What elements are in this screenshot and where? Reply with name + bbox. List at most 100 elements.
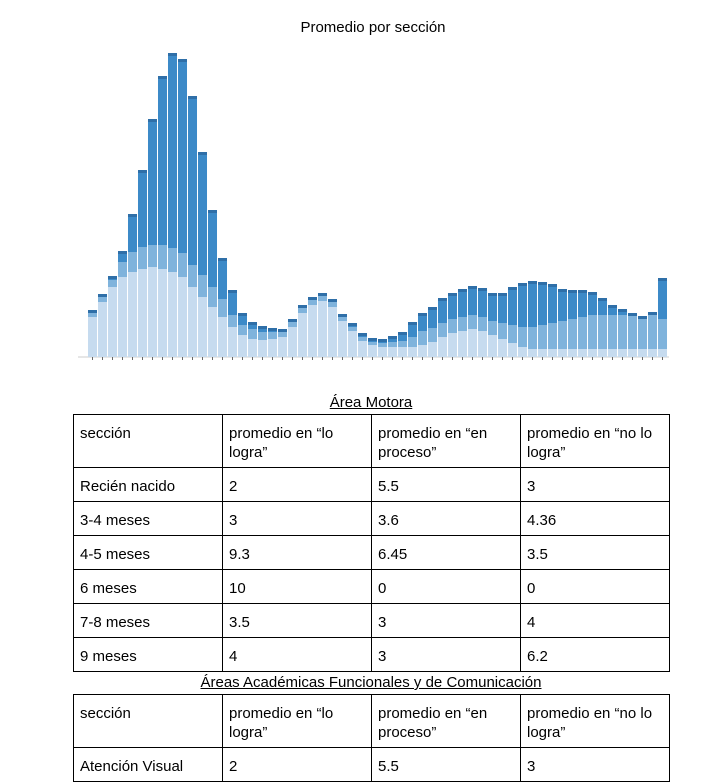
bar-segment <box>498 293 507 323</box>
bar-segment <box>558 289 567 321</box>
bar-segment <box>138 247 147 269</box>
table-cell: 7-8 meses <box>73 603 223 638</box>
bar-segment <box>488 335 497 357</box>
bar-segment <box>648 349 657 357</box>
bar-cap <box>308 297 317 300</box>
table-row: sección promedio en “lo logra” promedio en… <box>73 694 670 748</box>
bar-segment <box>638 319 647 349</box>
bar-segment <box>438 323 447 337</box>
bar-segment <box>598 315 607 349</box>
bar-segment <box>618 315 627 349</box>
bar-cap <box>268 328 277 331</box>
bar-cap <box>318 293 327 296</box>
bar-segment <box>408 347 417 357</box>
table-row: 7-8 meses 3.5 3 4 <box>73 603 670 638</box>
bar-segment <box>558 321 567 349</box>
bar-cap <box>638 316 647 319</box>
bar-cap <box>278 329 287 332</box>
bar-segment <box>548 349 557 357</box>
bar-segment <box>618 349 627 357</box>
bar-segment <box>228 290 237 315</box>
bar-segment <box>148 267 157 357</box>
table-cell: 3.5 <box>520 535 670 570</box>
bar-segment <box>268 339 277 357</box>
table-cell: 4 <box>222 637 372 672</box>
bar-segment <box>168 53 177 248</box>
bar-cap <box>518 283 527 286</box>
bar-cap <box>148 119 157 122</box>
bar-cap <box>578 290 587 293</box>
bar-segment <box>158 269 167 357</box>
bar-segment <box>198 152 207 275</box>
bar-segment <box>258 340 267 357</box>
bar-segment <box>128 272 137 357</box>
bar-segment <box>458 317 467 331</box>
bar-segment <box>568 319 577 349</box>
bar-segment <box>238 313 247 325</box>
bar-segment <box>478 331 487 357</box>
table-cell: 3 <box>520 467 670 502</box>
bar-cap <box>328 299 337 302</box>
bar-cap <box>208 210 217 213</box>
bar-cap <box>178 59 187 62</box>
bar-segment <box>318 296 327 301</box>
bar-cap <box>478 288 487 291</box>
bar-segment <box>458 331 467 357</box>
bar-segment <box>88 313 97 317</box>
bar-segment <box>498 323 507 339</box>
bar-segment <box>138 170 147 247</box>
bar-segment <box>188 287 197 357</box>
bar-segment <box>518 327 527 347</box>
table-cell: promedio en “en proceso” <box>371 694 521 748</box>
bar-segment <box>638 349 647 357</box>
bar-segment <box>368 342 377 345</box>
bar-segment <box>118 251 127 262</box>
bar-segment <box>188 265 197 287</box>
bar-segment <box>198 297 207 357</box>
bar-cap <box>418 313 427 316</box>
bar-segment <box>418 331 427 345</box>
table-cell: promedio en “no lo logra” <box>520 694 670 748</box>
bar-cap <box>508 287 517 290</box>
bar-segment <box>178 59 187 253</box>
bar-segment <box>378 347 387 357</box>
bar-segment <box>448 333 457 357</box>
bar-segment <box>148 119 157 245</box>
bar-cap <box>488 293 497 296</box>
bar-cap <box>378 339 387 342</box>
table-cell: 10 <box>222 569 372 604</box>
table-cell: 0 <box>520 569 670 604</box>
bar-cap <box>428 307 437 310</box>
bar-segment <box>248 339 257 357</box>
bar-segment <box>98 297 107 302</box>
bar-segment <box>348 327 357 331</box>
bar-cap <box>408 322 417 325</box>
table-row: 9 meses 4 3 6.2 <box>73 637 670 672</box>
bar-segment <box>338 317 347 321</box>
bar-segment <box>208 307 217 357</box>
bar-segment <box>468 315 477 329</box>
bar-segment <box>468 329 477 357</box>
bar-segment <box>498 339 507 357</box>
table-cell: 6.2 <box>520 637 670 672</box>
bar-segment <box>418 345 427 357</box>
table-cell: 3.6 <box>371 501 521 536</box>
bar-cap <box>558 289 567 292</box>
bar-segment <box>348 331 357 357</box>
bar-segment <box>468 286 477 315</box>
bar-segment <box>398 347 407 357</box>
bar-segment <box>508 287 517 325</box>
table-row: 3-4 meses 3 3.6 4.36 <box>73 501 670 536</box>
bar-cap <box>88 310 97 313</box>
table-cell: 6 meses <box>73 569 223 604</box>
table-cell: 4.36 <box>520 501 670 536</box>
bar-cap <box>458 289 467 292</box>
chart-title: Promedio por sección <box>300 19 445 36</box>
bar-cap <box>618 309 627 312</box>
bar-segment <box>408 337 417 347</box>
bar-segment <box>518 347 527 357</box>
bar-cap <box>108 276 117 279</box>
bar-segment <box>278 331 287 337</box>
table-cell: 9 meses <box>73 637 223 672</box>
bar-cap <box>138 170 147 173</box>
